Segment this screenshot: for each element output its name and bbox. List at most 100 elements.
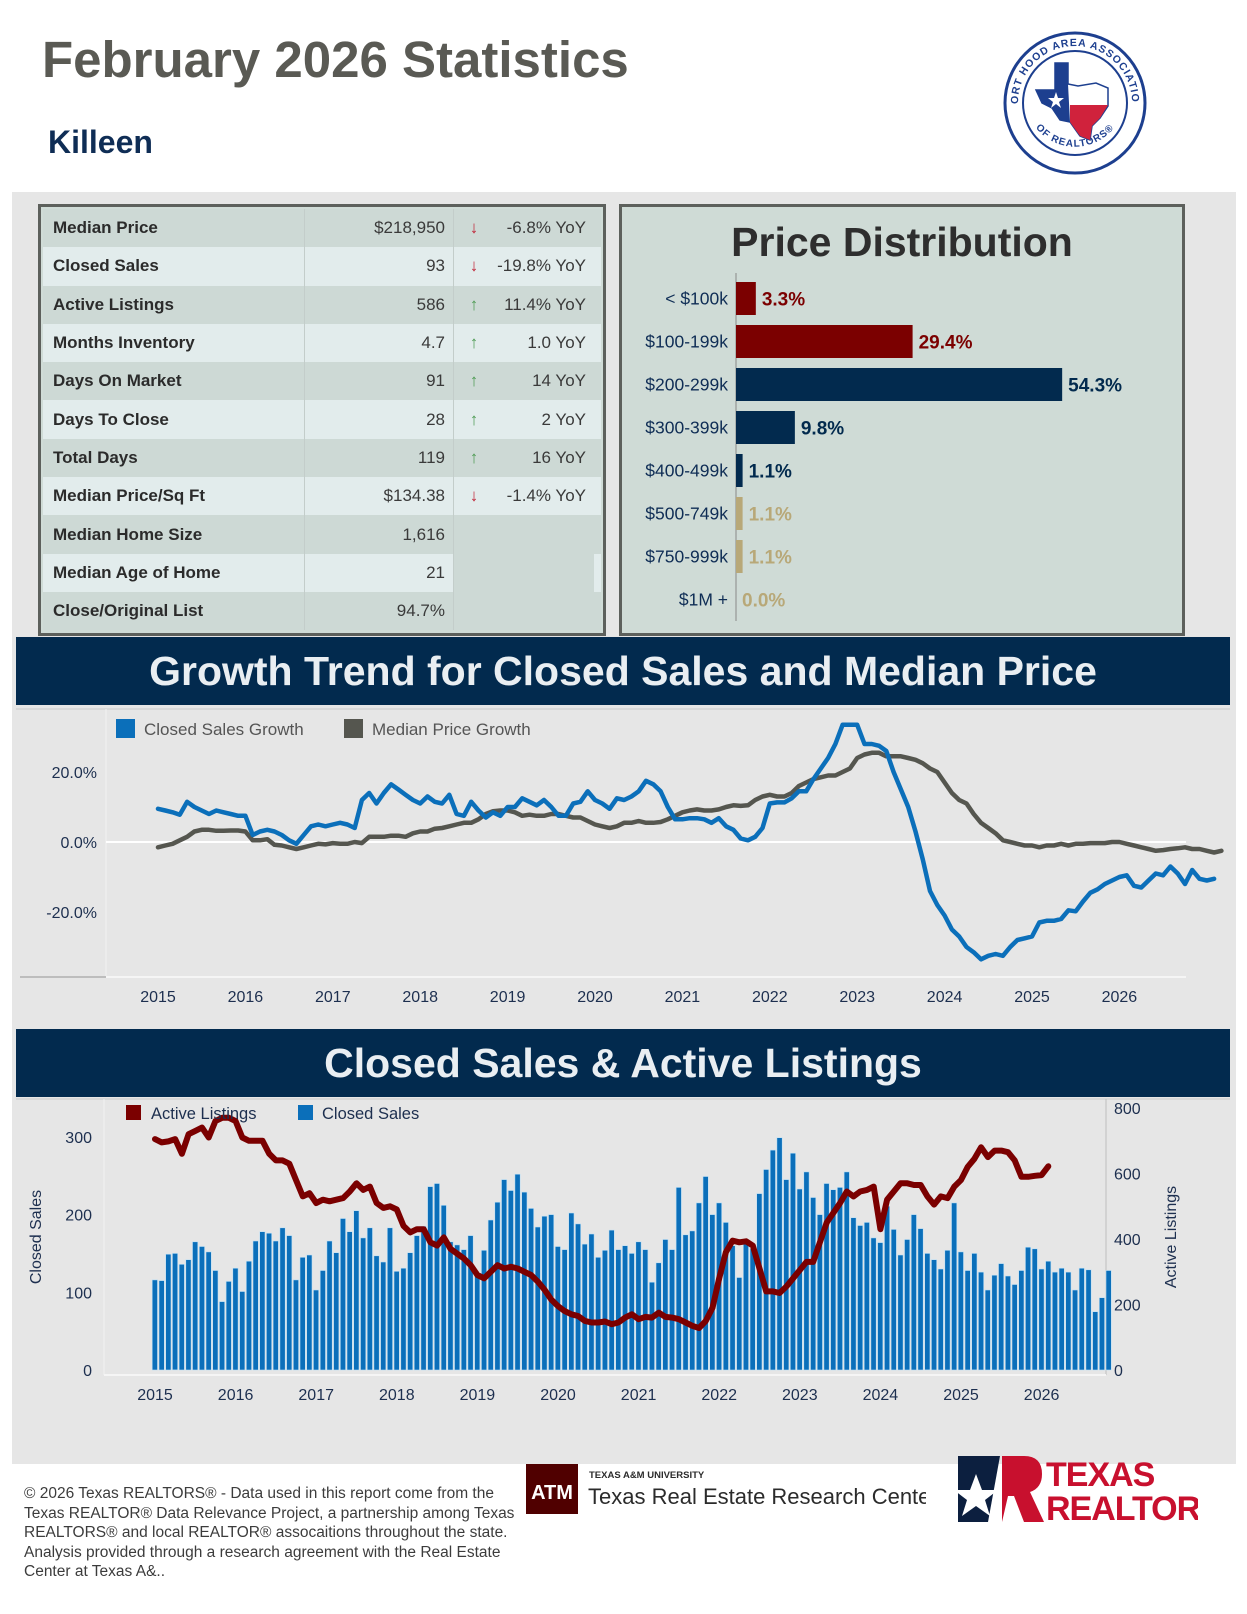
closed-sales-bar bbox=[339, 1218, 346, 1371]
closed-sales-bar bbox=[763, 1169, 770, 1371]
page-title: February 2026 Statistics bbox=[42, 31, 629, 88]
stats-row: Days To Close 28 ↑ 2 YoY bbox=[43, 400, 601, 439]
active-listings-line bbox=[152, 1114, 1052, 1332]
stat-yoy-cell: ↓ -1.4% YoY bbox=[454, 477, 594, 515]
closed-sales-bar bbox=[863, 1222, 870, 1371]
stat-value: 119 bbox=[305, 438, 454, 478]
closed-sales-bar bbox=[1092, 1311, 1099, 1371]
stats-row: Median Price/Sq Ft $134.38 ↓ -1.4% YoY bbox=[43, 477, 601, 516]
distribution-category-label: $500-749k bbox=[645, 504, 728, 524]
closed-sales-bar bbox=[648, 1281, 655, 1371]
closed-sales-bar bbox=[366, 1227, 373, 1371]
stat-value: 28 bbox=[305, 400, 454, 439]
closed-sales-bar bbox=[199, 1246, 205, 1371]
stat-yoy-cell: ↓ -19.8% YoY bbox=[454, 247, 594, 285]
tamu-center-label: Texas Real Estate Research Center bbox=[588, 1484, 926, 1509]
growth-y-tick-label: -20.0% bbox=[46, 905, 97, 922]
distribution-category-label: $1M + bbox=[679, 590, 728, 610]
growth-x-tick-label: 2025 bbox=[1014, 989, 1050, 1006]
closed-sales-bar bbox=[474, 1275, 481, 1371]
closed-sales-bar bbox=[205, 1251, 212, 1371]
closed-sales-bar bbox=[944, 1250, 951, 1371]
stat-yoy-cell: ↑ 2 YoY bbox=[454, 400, 594, 438]
distribution-bar bbox=[736, 368, 1063, 401]
closed-sales-bar bbox=[877, 1242, 884, 1371]
stat-value: 21 bbox=[305, 553, 454, 592]
distribution-bar bbox=[736, 497, 743, 530]
closed-sales-bar bbox=[998, 1263, 1005, 1371]
closed-sales-bar bbox=[971, 1253, 978, 1371]
legend-label: Median Price Growth bbox=[372, 720, 531, 739]
closed-sales-bar bbox=[729, 1245, 736, 1371]
closed-sales-bar bbox=[830, 1189, 837, 1371]
legend-label: Active Listings bbox=[151, 1105, 256, 1123]
closed-sales-bar bbox=[272, 1240, 279, 1371]
growth-x-tick-label: 2019 bbox=[490, 989, 526, 1006]
growth-x-tick-label: 2022 bbox=[752, 989, 788, 1006]
distribution-category-label: $300-399k bbox=[645, 418, 728, 438]
stat-label: Days To Close bbox=[43, 400, 305, 439]
sales-x-tick-label: 2026 bbox=[1024, 1387, 1060, 1404]
arrow-up-icon: ↑ bbox=[469, 371, 479, 391]
tamu-university-label: TEXAS A&M UNIVERSITY bbox=[589, 1470, 705, 1481]
copyright-notice: © 2026 Texas REALTORS® - Data used in th… bbox=[24, 1485, 515, 1580]
closed-sales-bar bbox=[1085, 1269, 1092, 1371]
stat-label: Active Listings bbox=[43, 285, 305, 324]
distribution-bar bbox=[736, 282, 756, 315]
closed-sales-bar bbox=[931, 1259, 938, 1371]
stat-value: 94.7% bbox=[305, 591, 454, 631]
distribution-category-label: $400-499k bbox=[645, 461, 728, 481]
stat-label: Days On Market bbox=[43, 362, 305, 401]
sales-listings-banner: Closed Sales & Active Listings bbox=[16, 1029, 1230, 1097]
closed-sales-bar bbox=[326, 1240, 333, 1371]
stat-label: Months Inventory bbox=[43, 323, 305, 363]
closed-sales-bar bbox=[890, 1229, 897, 1371]
closed-sales-bar bbox=[937, 1268, 944, 1371]
closed-sales-bar bbox=[1018, 1270, 1025, 1371]
closed-sales-bar bbox=[1045, 1260, 1052, 1371]
stats-row: Active Listings 586 ↑ 11.4% YoY bbox=[43, 285, 601, 324]
closed-sales-bar bbox=[386, 1227, 393, 1371]
closed-sales-bar bbox=[1052, 1271, 1058, 1371]
legend-swatch-active-listings bbox=[126, 1105, 141, 1120]
stat-value: $134.38 bbox=[305, 477, 454, 516]
closed-sales-bar bbox=[843, 1171, 850, 1371]
closed-sales-bar bbox=[776, 1137, 783, 1371]
distribution-category-label: < $100k bbox=[665, 289, 728, 309]
closed-sales-bar bbox=[964, 1270, 971, 1371]
closed-sales-bar bbox=[1004, 1275, 1011, 1371]
closed-sales-bar bbox=[1099, 1297, 1105, 1371]
arrow-down-icon: ↓ bbox=[469, 256, 479, 276]
closed-sales-bar bbox=[185, 1259, 192, 1371]
closed-sales-bar bbox=[581, 1243, 588, 1371]
closed-sales-bar bbox=[978, 1271, 985, 1371]
sales-right-tick-label: 200 bbox=[1114, 1298, 1141, 1315]
closed-sales-bar bbox=[568, 1212, 575, 1371]
growth-x-tick-label: 2024 bbox=[927, 989, 963, 1006]
texas-realtors-logo: TEXAS REALTORS bbox=[958, 1456, 1198, 1524]
distribution-bar bbox=[736, 454, 743, 487]
closed-sales-bar bbox=[353, 1210, 360, 1371]
texas-realtors-line2: REALTORS bbox=[1046, 1490, 1198, 1524]
closed-sales-bar bbox=[615, 1249, 622, 1371]
closed-sales-bar bbox=[622, 1245, 629, 1371]
stat-label: Median Price bbox=[43, 209, 305, 248]
closed-sales-bar bbox=[575, 1223, 582, 1371]
closed-sales-bar bbox=[836, 1187, 843, 1371]
closed-sales-bar bbox=[1078, 1267, 1085, 1371]
arrow-up-icon: ↑ bbox=[469, 333, 479, 353]
distribution-value-label: 3.3% bbox=[762, 290, 805, 311]
closed-sales-bar bbox=[427, 1186, 434, 1371]
closed-sales-bar bbox=[910, 1214, 917, 1371]
closed-sales-bar bbox=[635, 1241, 642, 1371]
closed-sales-bar bbox=[259, 1231, 266, 1371]
stat-label: Median Home Size bbox=[43, 515, 305, 554]
closed-sales-bar bbox=[225, 1281, 232, 1371]
closed-sales-bar bbox=[904, 1239, 911, 1371]
stat-yoy: 14 YoY bbox=[532, 371, 586, 391]
closed-sales-bar bbox=[1072, 1289, 1079, 1371]
sales-left-axis-title: Closed Sales bbox=[28, 1190, 45, 1284]
closed-sales-bar bbox=[951, 1202, 958, 1371]
closed-sales-bar bbox=[783, 1179, 790, 1371]
